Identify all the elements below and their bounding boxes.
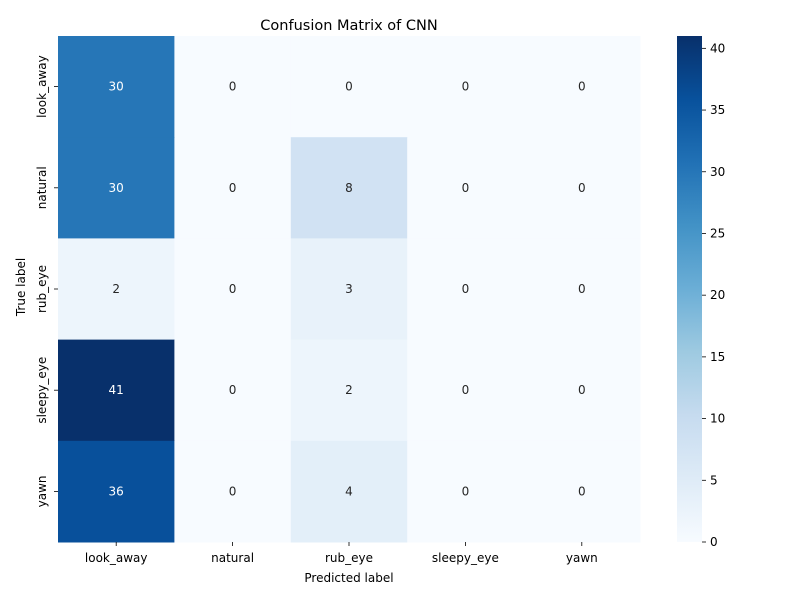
heatmap-cell	[290, 339, 408, 442]
cell-value-label: 0	[462, 383, 470, 397]
heatmap-cell	[174, 440, 292, 543]
heatmap-cell	[174, 36, 292, 138]
chart-title: Confusion Matrix of CNN	[260, 18, 437, 34]
heatmap-cells	[58, 36, 641, 543]
y-axis-label: True label	[14, 258, 28, 317]
cell-value-label: 41	[109, 383, 124, 397]
cell-value-label: 4	[345, 484, 353, 498]
y-tick-label: yawn	[35, 475, 49, 507]
colorbar-tick-label: 40	[710, 41, 725, 55]
cell-value-label: 0	[578, 383, 586, 397]
heatmap-cell	[290, 36, 408, 138]
cell-value-label: 0	[229, 282, 237, 296]
colorbar-tick-label: 35	[710, 103, 725, 117]
x-axis-ticks: look_away natural rub_eye sleepy_eye yawn	[85, 542, 598, 565]
heatmap-cell	[407, 440, 525, 543]
colorbar-tick-label: 30	[710, 165, 725, 179]
cell-value-label: 30	[109, 181, 124, 195]
x-tick-label: natural	[211, 551, 254, 565]
cell-value-label: 0	[578, 80, 586, 94]
heatmap-cell	[523, 137, 641, 239]
cell-value-label: 30	[109, 80, 124, 94]
cell-value-label: 3	[345, 282, 353, 296]
heatmap-cell-labels: 30 0 0 0 030 0 8 0 02 0 3 0 041 0 2 0 036 0 4 0 0	[109, 80, 586, 499]
heatmap-cell	[174, 137, 292, 239]
heatmap-cell	[523, 339, 641, 442]
cell-value-label: 0	[229, 181, 237, 195]
cell-value-label: 0	[578, 181, 586, 195]
cell-value-label: 8	[345, 181, 353, 195]
heatmap-cell	[58, 36, 175, 138]
x-tick-label: yawn	[566, 551, 598, 565]
cell-value-label: 0	[229, 80, 237, 94]
heatmap-cell	[407, 339, 525, 442]
y-tick-label: look_away	[35, 55, 49, 118]
heatmap-cell	[58, 440, 175, 543]
colorbar-tick-label: 0	[710, 535, 718, 549]
heatmap-cell	[58, 339, 175, 442]
cell-value-label: 0	[462, 80, 470, 94]
y-tick-label: natural	[35, 166, 49, 209]
heatmap-cell	[523, 440, 641, 543]
heatmap-cell	[407, 238, 525, 341]
heatmap-cell	[407, 137, 525, 239]
heatmap-cell	[290, 238, 408, 341]
heatmap-cell	[290, 440, 408, 543]
colorbar-tick-label: 20	[710, 288, 725, 302]
cell-value-label: 2	[345, 383, 353, 397]
cell-value-label: 36	[109, 484, 124, 498]
cell-value-label: 0	[462, 484, 470, 498]
cell-value-label: 0	[578, 484, 586, 498]
colorbar-tick-label: 5	[710, 473, 718, 487]
heatmap-cell	[58, 238, 175, 341]
heatmap-cell	[174, 238, 292, 341]
heatmap-cell	[523, 36, 641, 138]
heatmap-cell	[174, 339, 292, 442]
x-tick-label: sleepy_eye	[432, 551, 499, 565]
cell-value-label: 0	[462, 282, 470, 296]
cell-value-label: 0	[229, 383, 237, 397]
x-axis-label: Predicted label	[304, 571, 393, 585]
colorbar-ticks: 0 5 10 15 20 25 30 35 40	[702, 41, 725, 549]
heatmap-cell	[58, 137, 175, 239]
colorbar-tick-label: 15	[710, 350, 725, 364]
heatmap-cell	[407, 36, 525, 138]
x-tick-label: look_away	[85, 551, 148, 565]
heatmap-cell	[290, 137, 408, 239]
colorbar-tick-label: 25	[710, 226, 725, 240]
cell-value-label: 0	[345, 80, 353, 94]
heatmap-cell	[523, 238, 641, 341]
cell-value-label: 0	[462, 181, 470, 195]
x-tick-label: rub_eye	[325, 551, 373, 565]
cell-value-label: 0	[578, 282, 586, 296]
colorbar	[677, 36, 702, 542]
cell-value-label: 0	[229, 484, 237, 498]
cell-value-label: 2	[112, 282, 120, 296]
colorbar-tick-label: 10	[710, 412, 725, 426]
y-tick-label: rub_eye	[35, 265, 49, 313]
y-tick-label: sleepy_eye	[35, 357, 49, 424]
